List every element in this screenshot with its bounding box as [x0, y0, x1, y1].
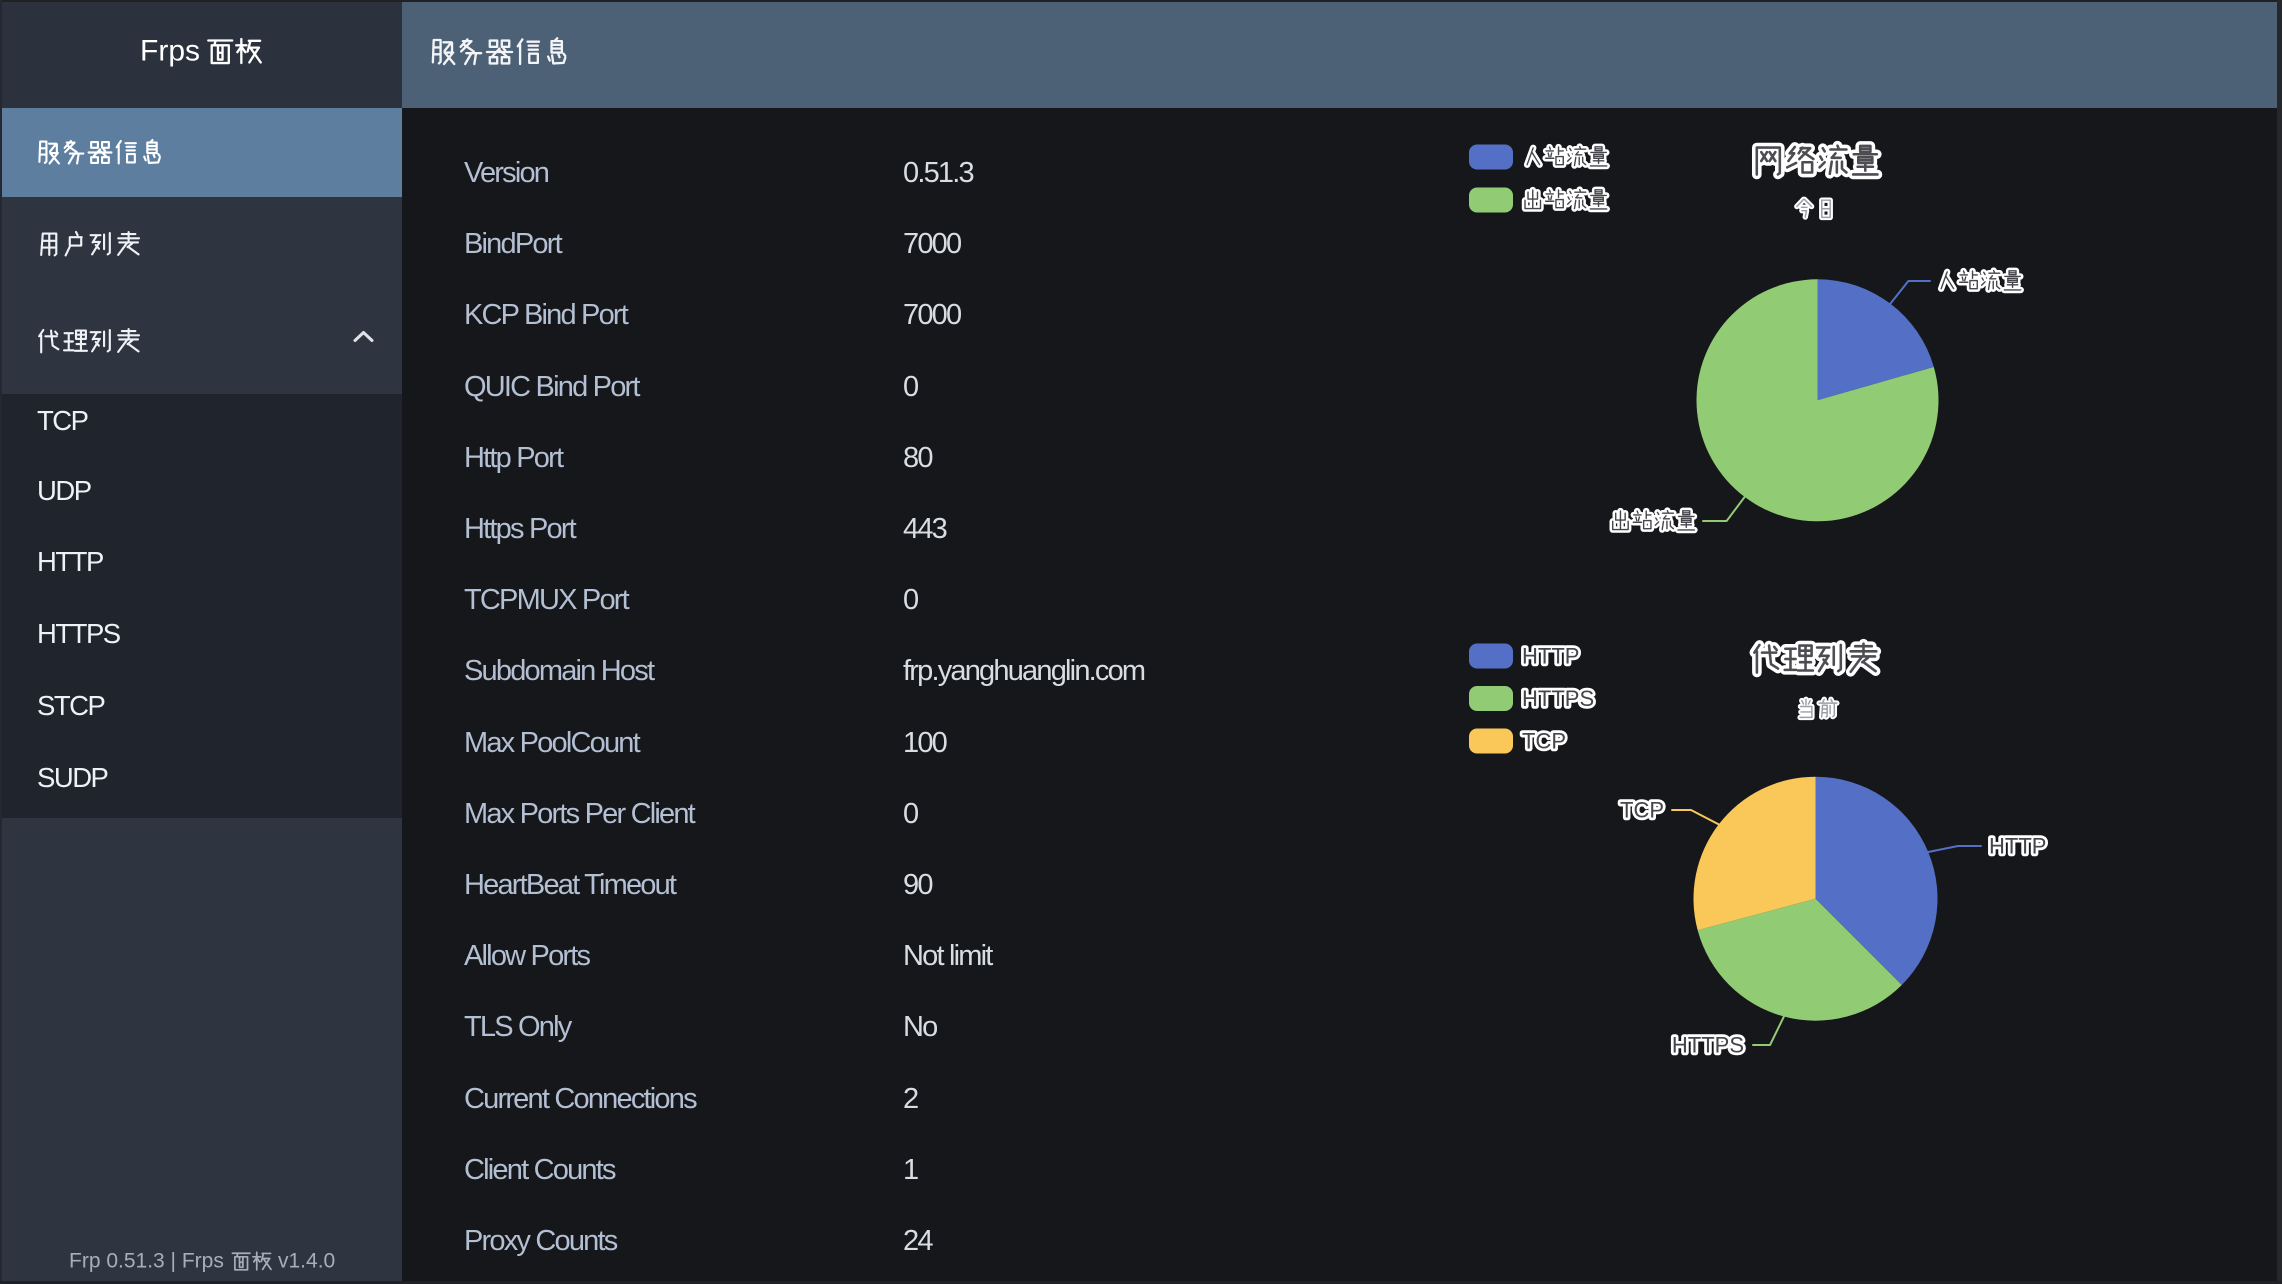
svg-text:HTTP: HTTP [1522, 644, 1579, 669]
svg-text:HTTPS: HTTPS [1672, 1033, 1744, 1058]
svg-text:Frp 0.51.3 | Frps: Frp 0.51.3 | Frps [69, 1250, 224, 1273]
svg-text:v1.4.0: v1.4.0 [278, 1250, 335, 1273]
svg-text:Frps: Frps [140, 35, 200, 68]
svg-text:HTTPS: HTTPS [1522, 686, 1594, 711]
svg-text:TCP: TCP [1522, 729, 1566, 754]
svg-text:HTTP: HTTP [1989, 834, 2046, 859]
svg-text:TCP: TCP [1620, 798, 1664, 823]
